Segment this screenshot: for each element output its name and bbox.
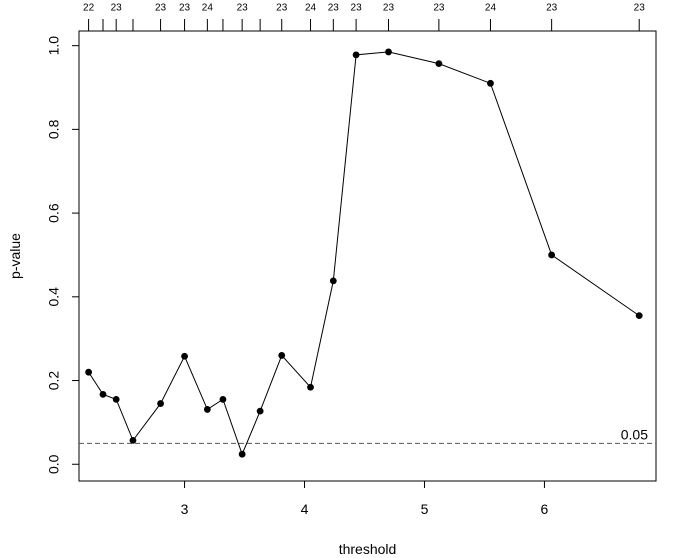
x-axis-tick-label: 3	[181, 501, 189, 517]
x-axis-tick-label: 5	[421, 501, 429, 517]
series-point	[635, 312, 643, 320]
series-point	[181, 352, 188, 360]
y-axis-tick-label: 0.8	[46, 119, 62, 139]
top-axis-tick-label: 23	[433, 3, 445, 14]
series-point	[278, 352, 286, 359]
top-axis-tick-label: 23	[179, 3, 191, 14]
plot-frame	[78, 30, 657, 482]
series-point	[85, 368, 92, 376]
y-axis: 0.0 0.2 0.4 0.6 0.8 1.0	[46, 36, 79, 474]
top-axis-tick-label: 23	[276, 3, 288, 14]
top-axis-tick-label: 23	[111, 3, 123, 14]
series-point	[435, 60, 443, 68]
y-axis-tick-label: 0.2	[46, 371, 62, 391]
series-point	[219, 395, 227, 403]
top-axis: 22 23 23 23 24 23 23 24 23 23 23 23 24 23 23	[83, 3, 645, 31]
top-axis-tick-label: 24	[485, 3, 497, 14]
series-point	[487, 79, 494, 87]
x-axis: 3 4 5 6	[181, 481, 549, 517]
top-axis-tick-label: 23	[328, 3, 340, 14]
reference-line-label: 0.05	[621, 426, 648, 442]
top-axis-tick-label: 23	[546, 3, 558, 14]
x-axis-label: threshold	[339, 541, 397, 557]
top-axis-tick-label: 23	[351, 3, 363, 14]
series-point	[203, 406, 211, 413]
series-point	[385, 48, 392, 56]
top-axis-tick-label: 24	[202, 3, 214, 14]
series-point	[329, 277, 337, 285]
series-point	[129, 436, 137, 444]
series-point	[157, 400, 164, 407]
series-line	[88, 51, 640, 456]
y-axis-tick-label: 0.6	[46, 203, 62, 223]
series-points	[85, 48, 643, 458]
x-axis-tick-label: 6	[541, 501, 549, 517]
y-axis-tick-label: 1.0	[46, 36, 62, 56]
series-point	[256, 407, 264, 415]
top-axis-tick-label: 22	[83, 3, 95, 14]
series-point	[352, 51, 360, 59]
top-axis-tick-label: 23	[155, 3, 167, 14]
top-axis-tick-label: 23	[634, 3, 646, 14]
series-point	[99, 390, 107, 398]
x-axis-tick-label: 4	[301, 501, 309, 517]
top-axis-tick-label: 24	[305, 3, 317, 14]
y-axis-tick-label: 0.4	[46, 287, 62, 307]
top-axis-tick-label: 23	[237, 3, 249, 14]
y-axis-label: p-value	[7, 233, 23, 279]
series-point	[112, 395, 120, 403]
series-point	[548, 251, 556, 259]
series-point	[238, 450, 246, 458]
y-axis-tick-label: 0.0	[46, 454, 62, 474]
top-axis-tick-label: 23	[383, 3, 395, 14]
series-point	[307, 383, 314, 391]
